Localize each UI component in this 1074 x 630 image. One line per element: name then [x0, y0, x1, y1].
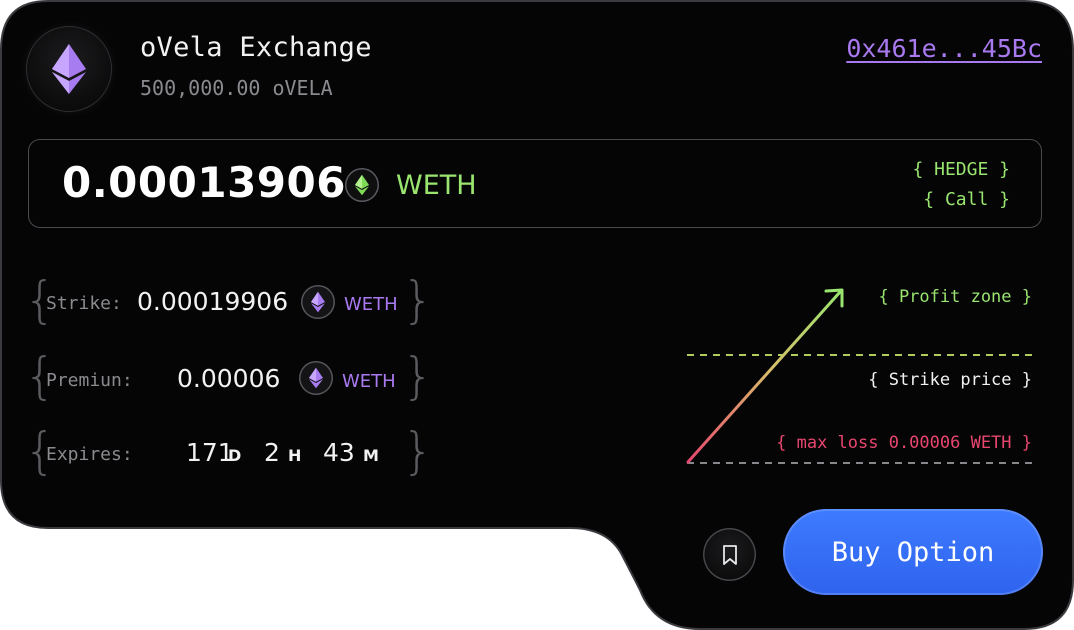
bracket-open: { — [24, 271, 56, 329]
amount-panel — [28, 139, 1042, 228]
expires-minutes: 43 — [323, 438, 355, 467]
bracket-close: } — [402, 422, 434, 480]
strike-price-label: { Strike price } — [868, 370, 1032, 390]
call-tag: { Call } — [923, 189, 1010, 210]
expires-hours: 2 — [264, 438, 280, 467]
premium-label: Premiun: — [46, 370, 133, 391]
premium-value: 0.00006 — [177, 364, 281, 393]
payoff-chart — [686, 288, 1036, 464]
expires-days: 171 — [186, 438, 234, 467]
premium-unit: WETH — [342, 371, 396, 392]
expires-minutes-unit: M — [363, 446, 379, 465]
ethereum-icon — [355, 174, 369, 196]
wallet-address-link[interactable]: 0x461e...45Bc — [846, 34, 1042, 63]
payoff-arrow — [686, 290, 842, 464]
weth-coin — [301, 285, 335, 319]
ethereum-icon — [311, 291, 325, 313]
option-amount: 0.00013906 — [62, 158, 346, 207]
strike-label: Strike: — [46, 293, 122, 314]
buy-option-button[interactable]: Buy Option — [783, 509, 1043, 595]
strike-unit: WETH — [344, 294, 398, 315]
token-balance: 500,000.00 oVELA — [140, 76, 333, 100]
bookmark-button[interactable] — [703, 528, 756, 581]
hedge-tag: { HEDGE } — [912, 159, 1010, 180]
bracket-open: { — [24, 422, 56, 480]
max-loss-label: { max loss 0.00006 WETH } — [776, 433, 1032, 453]
bracket-open: { — [24, 347, 56, 405]
page-title: oVela Exchange — [140, 32, 372, 63]
expires-label: Expires: — [46, 444, 133, 465]
amount-unit: WETH — [396, 170, 477, 201]
token-avatar — [26, 26, 112, 112]
payoff-arrow-head — [824, 288, 844, 308]
bracket-close: } — [402, 271, 434, 329]
ethereum-icon — [52, 44, 86, 94]
weth-coin — [299, 361, 333, 395]
weth-coin — [345, 168, 379, 202]
expires-days-unit: D — [228, 446, 242, 465]
bookmark-icon — [722, 544, 737, 565]
bracket-close: } — [402, 347, 434, 405]
strike-value: 0.00019906 — [137, 287, 289, 316]
profit-zone-label: { Profit zone } — [878, 287, 1032, 307]
ethereum-icon — [309, 367, 323, 389]
expires-hours-unit: H — [288, 446, 302, 465]
